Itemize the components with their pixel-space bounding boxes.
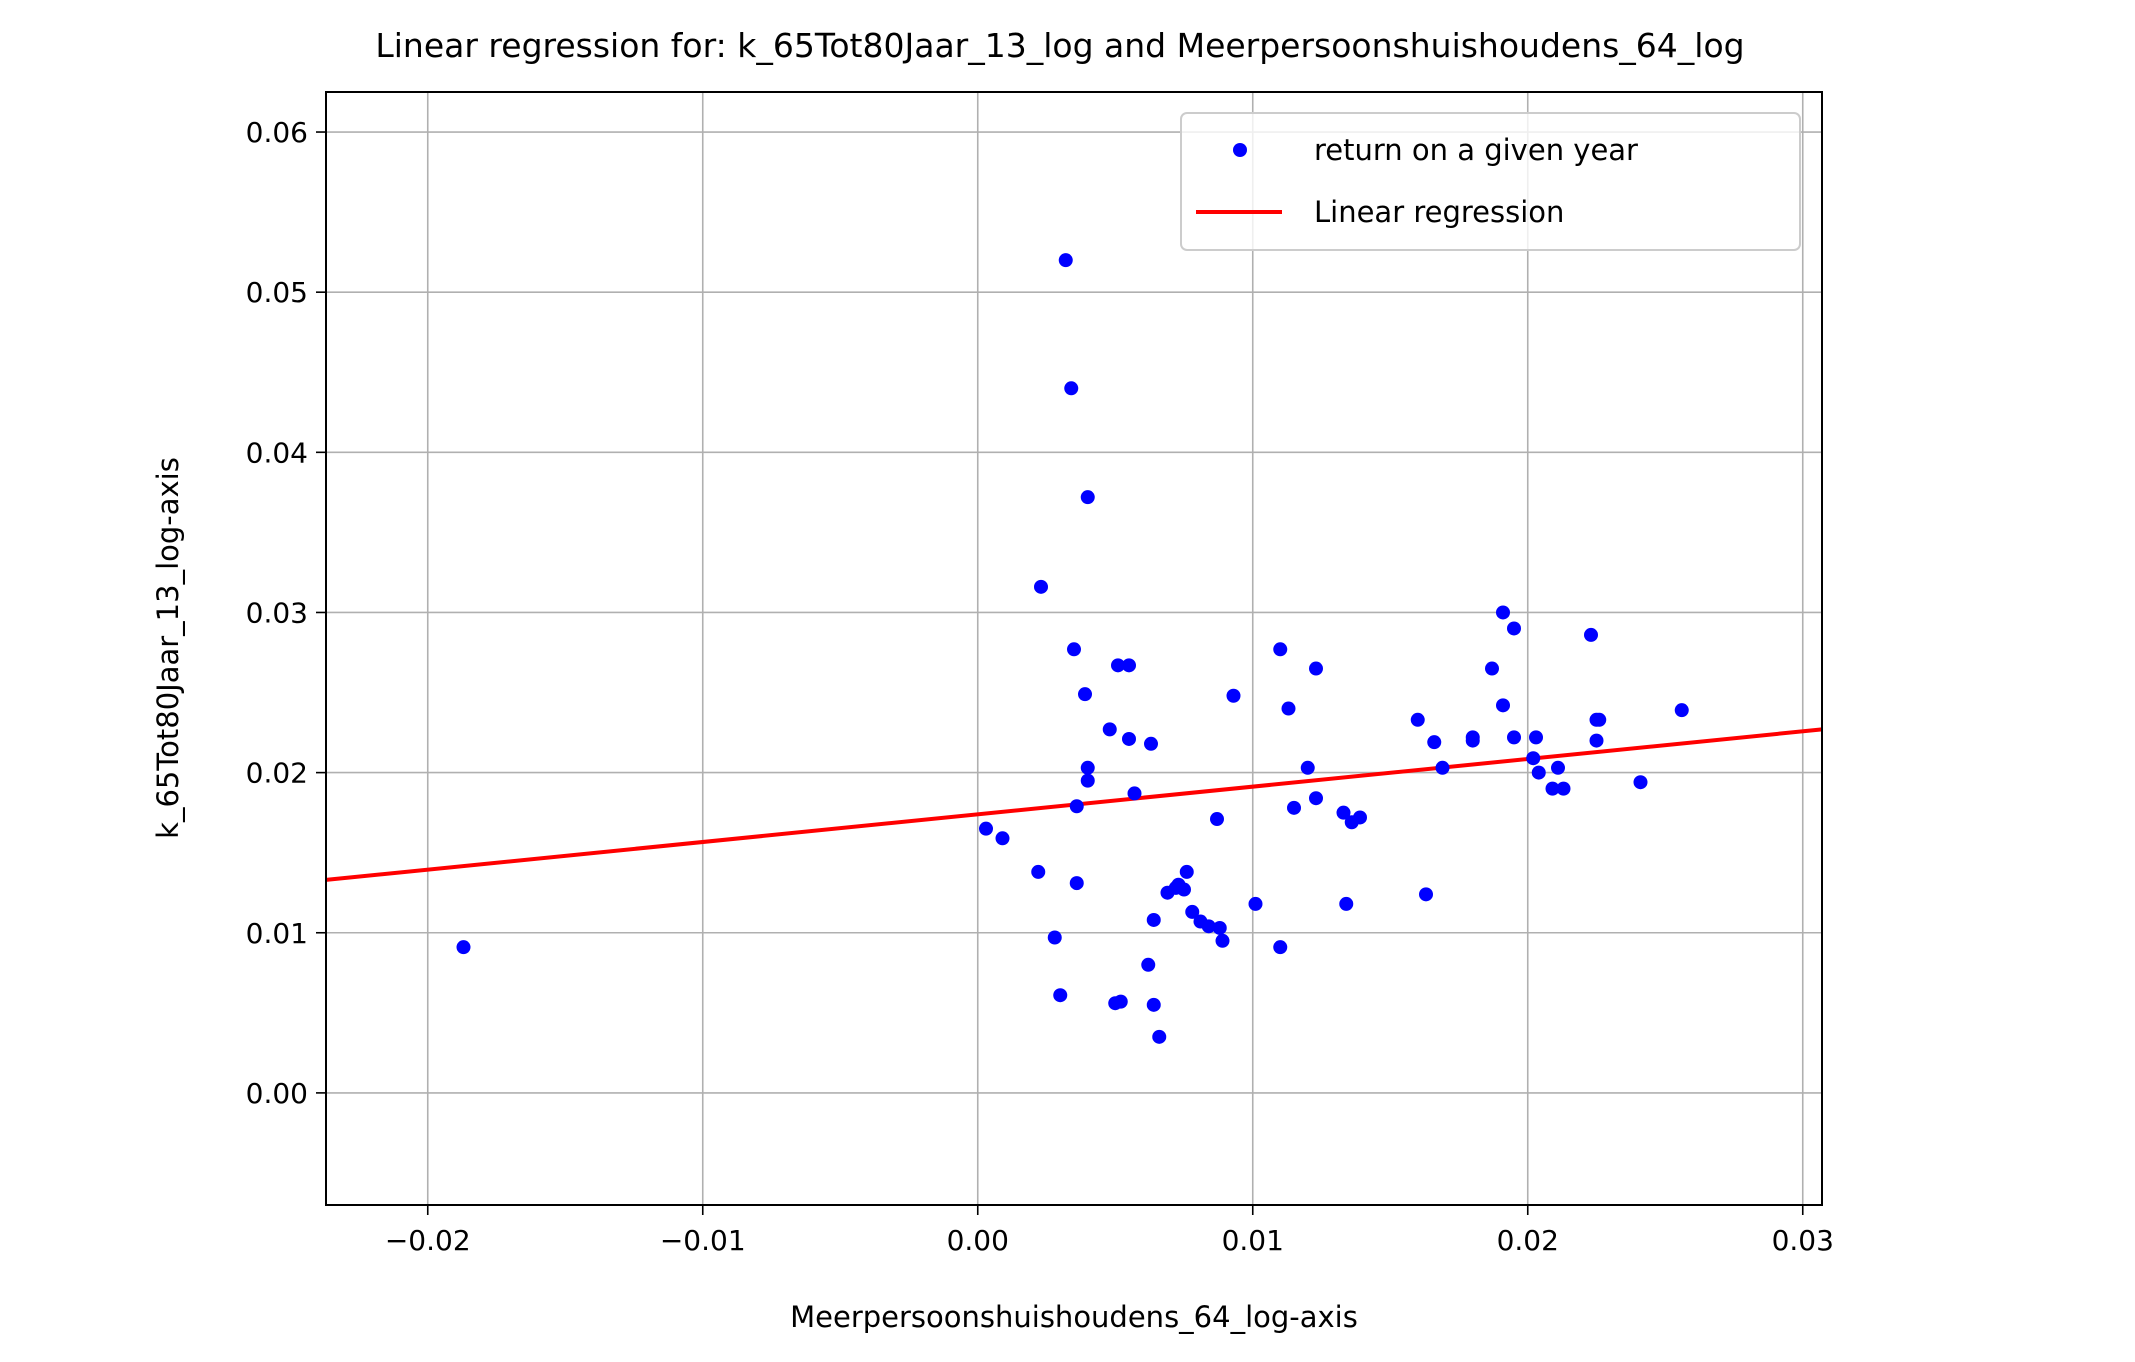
scatter-point	[1080, 773, 1095, 788]
y-tick-label: 0.01	[246, 917, 308, 950]
y-axis-ticks: 0.00 0.01 0.02 0.03 0.04 0.05 0.06	[246, 116, 326, 1110]
scatter-point	[1507, 730, 1521, 745]
scatter-point	[1465, 733, 1480, 748]
y-axis-label: k_65Tot80Jaar_13_log-axis	[151, 457, 185, 839]
scatter-point	[1080, 490, 1095, 505]
legend-label-line: Linear regression	[1314, 195, 1564, 229]
scatter-point	[1185, 904, 1200, 919]
scatter-point	[1080, 760, 1095, 775]
x-tick-label: −0.01	[660, 1224, 746, 1257]
scatter-point	[1113, 994, 1128, 1009]
x-axis-label: Meerpersoonshuishoudens_64_log-axis	[790, 1300, 1358, 1334]
scatter-point	[1212, 920, 1227, 935]
scatter-point	[1309, 791, 1323, 806]
scatter-point	[1419, 887, 1433, 902]
x-tick-label: 0.02	[1497, 1224, 1559, 1257]
scatter-point	[1177, 882, 1191, 897]
x-tick-label: 0.01	[1222, 1224, 1284, 1257]
scatter-point	[1309, 661, 1323, 676]
scatter-point	[1248, 896, 1263, 911]
scatter-point	[1031, 864, 1046, 879]
scatter-point	[1529, 730, 1543, 745]
scatter-point	[1556, 781, 1571, 796]
scatter-point	[1674, 703, 1689, 718]
y-tick-label: 0.06	[246, 116, 308, 149]
scatter-point	[1215, 933, 1230, 948]
scatter-point	[1064, 381, 1079, 396]
scatter-point	[1210, 812, 1224, 827]
scatter-point	[1300, 760, 1315, 775]
scatter-point	[1069, 799, 1084, 814]
scatter-point	[1152, 1029, 1167, 1044]
plot-area-frame	[325, 91, 1823, 1206]
scatter-point	[1485, 661, 1499, 676]
scatter-point	[1102, 722, 1117, 737]
scatter-point	[1053, 988, 1068, 1003]
x-tick-label: 0.00	[947, 1224, 1009, 1257]
scatter-point	[1141, 957, 1156, 972]
scatter-point	[1353, 810, 1367, 825]
scatter-point	[1592, 712, 1607, 727]
scatter-point	[1127, 786, 1142, 801]
y-tick-label: 0.04	[246, 436, 308, 469]
scatter-point	[1122, 658, 1136, 673]
scatter-point	[1287, 800, 1301, 815]
scatter-point	[1435, 760, 1450, 775]
scatter-point	[1078, 687, 1092, 702]
scatter-points	[456, 253, 1689, 1044]
y-tick-label: 0.00	[246, 1077, 308, 1110]
scatter-point	[1526, 751, 1541, 766]
scatter-point	[1545, 781, 1560, 796]
scatter-point	[1589, 733, 1604, 748]
legend: return on a given year Linear regression	[1180, 112, 1801, 251]
y-tick-label: 0.02	[246, 757, 308, 790]
scatter-point	[1179, 864, 1194, 879]
scatter-point	[456, 940, 471, 955]
scatter-point	[1201, 919, 1216, 934]
scatter-point	[1069, 876, 1084, 891]
scatter-point	[1281, 701, 1296, 716]
legend-label-scatter: return on a given year	[1314, 133, 1638, 167]
scatter-point	[1273, 940, 1288, 955]
scatter-point	[1410, 712, 1425, 727]
scatter-point	[979, 821, 993, 836]
scatter-point	[1067, 642, 1081, 657]
scatter-point	[995, 831, 1010, 846]
scatter-point	[1144, 736, 1158, 751]
scatter-point	[1146, 912, 1161, 927]
scatter-point	[1122, 731, 1136, 746]
scatter-point	[1427, 735, 1442, 750]
scatter-point	[1034, 579, 1048, 594]
x-axis-ticks: −0.02 −0.01 0.00 0.01 0.02 0.03	[385, 1205, 1834, 1257]
scatter-point	[1551, 760, 1565, 775]
scatter-point	[1531, 765, 1546, 780]
legend-box	[1180, 112, 1801, 251]
scatter-point	[1111, 658, 1125, 673]
x-tick-label: 0.03	[1772, 1224, 1834, 1257]
scatter-point	[1584, 627, 1598, 642]
y-tick-label: 0.05	[246, 276, 308, 309]
scatter-point	[1047, 930, 1062, 945]
legend-marker-scatter	[1233, 143, 1247, 157]
scatter-point	[1507, 621, 1521, 636]
scatter-point	[1496, 605, 1510, 620]
scatter-point	[1633, 775, 1648, 790]
scatter-point	[1496, 698, 1510, 713]
scatter-point	[1339, 896, 1354, 911]
chart-title: Linear regression for: k_65Tot80Jaar_13_…	[375, 26, 1744, 65]
scatter-point	[1058, 253, 1073, 268]
scatter-point	[1273, 642, 1288, 657]
scatter-point	[1226, 688, 1241, 703]
scatter-point	[1336, 805, 1351, 820]
y-tick-label: 0.03	[246, 596, 308, 629]
scatter-point	[1146, 997, 1161, 1012]
x-tick-label: −0.02	[385, 1224, 471, 1257]
